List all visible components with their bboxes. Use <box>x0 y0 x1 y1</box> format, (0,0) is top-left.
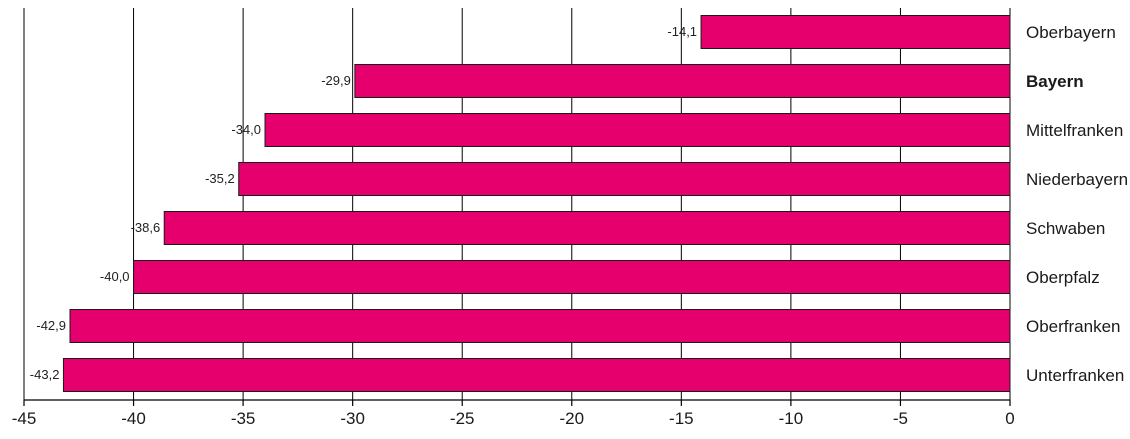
x-tick-label: -15 <box>669 409 694 428</box>
data-label: -34,0 <box>231 122 261 137</box>
category-label: Mittelfranken <box>1026 121 1123 140</box>
category-label: Oberbayern <box>1026 23 1116 42</box>
bar <box>700 15 1011 49</box>
data-label: -42,9 <box>36 318 66 333</box>
data-label: -35,2 <box>205 171 235 186</box>
category-label: Niederbayern <box>1026 170 1128 189</box>
x-tick-label: -45 <box>12 409 37 428</box>
category-labels-layer: Oberbayern Bayern Mittelfranken Niederbayer… <box>1026 23 1128 385</box>
x-tick-label: -35 <box>231 409 256 428</box>
x-tick-label: -20 <box>559 409 584 428</box>
bar <box>133 260 1011 294</box>
x-axis: -45 -40 -35 -30 -25 -20 -15 -10 -5 0 <box>12 399 1015 428</box>
bar <box>264 113 1011 147</box>
category-label: Unterfranken <box>1026 366 1124 385</box>
bar <box>62 358 1011 392</box>
x-tick-label: -40 <box>121 409 146 428</box>
bar <box>354 64 1011 98</box>
x-tick-label: -5 <box>893 409 908 428</box>
data-label: -38,6 <box>131 220 161 235</box>
category-label: Oberfranken <box>1026 317 1121 336</box>
data-label: -43,2 <box>30 367 60 382</box>
x-tick-label: -10 <box>779 409 804 428</box>
data-label: -40,0 <box>100 269 130 284</box>
category-label: Oberpfalz <box>1026 268 1100 287</box>
data-label: -29,9 <box>321 73 351 88</box>
data-label: -14,1 <box>667 24 697 39</box>
bars-layer <box>62 15 1011 392</box>
category-label: Schwaben <box>1026 219 1105 238</box>
category-label: Bayern <box>1026 72 1084 91</box>
x-tick-label: -30 <box>340 409 365 428</box>
value-labels-layer: -14,1 -29,9 -34,0 -35,2 -38,6 -40,0 -42,9 -43,2 <box>30 24 697 382</box>
x-tick-label: 0 <box>1005 409 1014 428</box>
x-tick-label: -25 <box>450 409 475 428</box>
bar <box>238 162 1011 196</box>
bar <box>163 211 1011 245</box>
bar <box>69 309 1011 343</box>
